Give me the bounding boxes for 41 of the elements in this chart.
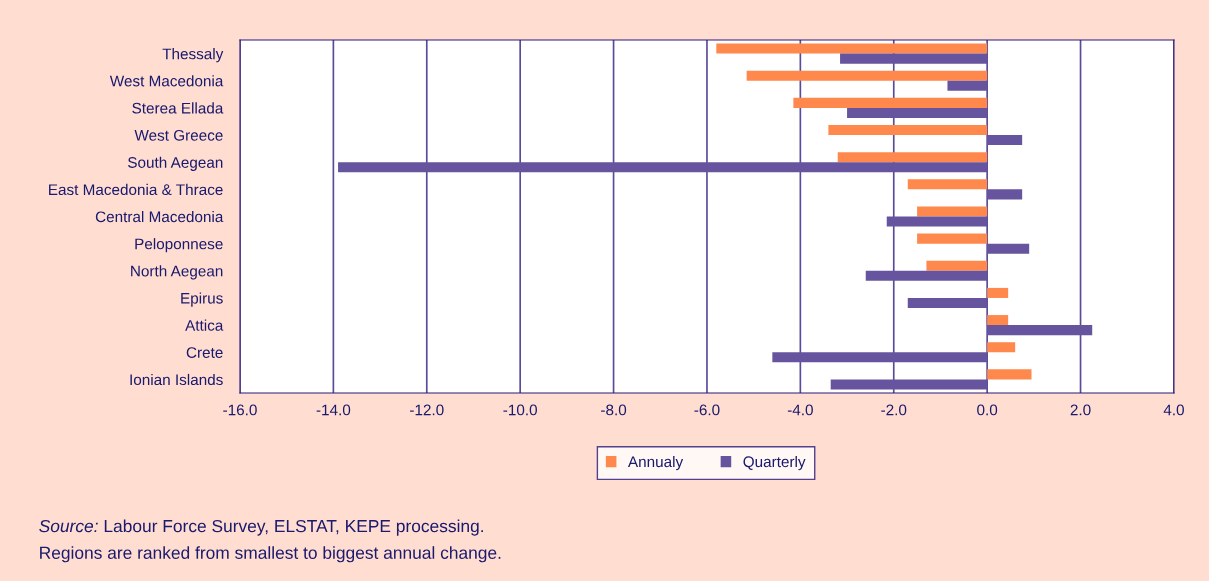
bar: [837, 152, 988, 163]
bar: [828, 125, 988, 136]
bar: [917, 206, 988, 217]
x-tick-label: -16.0: [223, 404, 257, 416]
y-tick-label: Ionian Islands: [130, 373, 223, 386]
y-tick-label: North Aegean: [131, 265, 223, 280]
text: Regions are ranked from smallest to biggest annual change.: [40, 546, 501, 563]
bar: [987, 315, 1009, 326]
x-tick-label: -6.0: [694, 404, 720, 416]
x-tick-label: 4.0: [1163, 404, 1184, 416]
y-tick-label: Epirus: [181, 292, 223, 307]
y-tick-label: West Macedonia: [109, 75, 224, 87]
bar: [987, 287, 1009, 298]
y-tick-label: Central Macedonia: [95, 210, 224, 223]
y-tick-label: South Aegean: [128, 156, 223, 171]
y-tick-label: Peloponnese: [135, 238, 223, 253]
legend-label: Quarterly: [743, 455, 806, 471]
y-tick-label: Thessaly: [162, 48, 224, 63]
x-tick-label: -8.0: [601, 404, 627, 416]
y-tick-label: Attica: [185, 319, 224, 331]
y-tick-label: Sterea Ellada: [132, 102, 224, 114]
legend-label: Annualy: [627, 455, 684, 471]
x-tick-label: -2.0: [881, 404, 907, 416]
bar: [917, 233, 988, 244]
bar: [746, 70, 988, 81]
bar: [716, 43, 988, 54]
x-tick-label: 0.0: [977, 404, 998, 416]
bar: [987, 369, 1032, 380]
y-tick-label: Crete: [186, 347, 223, 358]
bar: [793, 97, 988, 108]
bar: [987, 342, 1016, 353]
x-tick-label: 2.0: [1070, 404, 1091, 416]
x-tick-label: -12.0: [410, 404, 444, 416]
y-tick-label: West Greece: [134, 129, 223, 141]
x-tick-label: -4.0: [787, 404, 813, 416]
source-note: Source: Labour Force Survey, ELSTAT, KEPE processing.: [39, 519, 483, 536]
x-tick-label: -14.0: [316, 404, 351, 416]
bar: [907, 179, 988, 190]
bar: [926, 260, 988, 271]
y-tick-label: East Macedonia & Thrace: [49, 183, 223, 196]
x-tick-label: -10.0: [503, 404, 537, 416]
